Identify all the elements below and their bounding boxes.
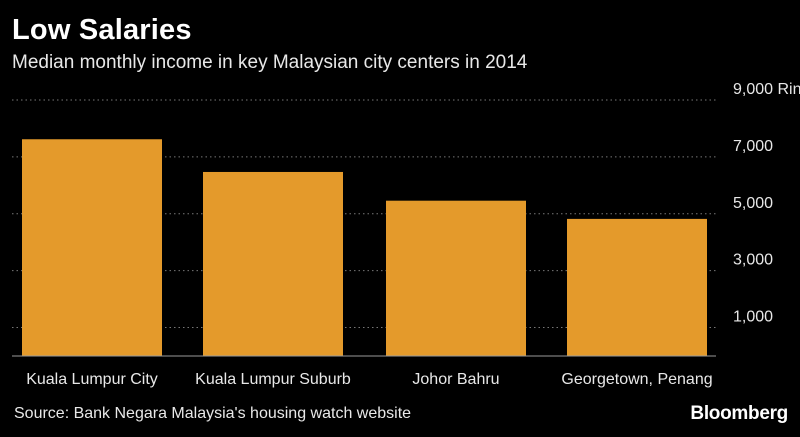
y-tick-label: 9,000 Ringgit (733, 81, 800, 98)
category-label: Johor Bahru (412, 371, 499, 388)
source-note: Source: Bank Negara Malaysia's housing w… (14, 405, 412, 422)
category-label: Kuala Lumpur Suburb (195, 371, 351, 388)
y-tick-label: 5,000 (733, 195, 773, 212)
x-axis-categories: Kuala Lumpur City Kuala Lumpur Suburb Joho… (26, 371, 712, 388)
y-axis-ticks: 1,000 3,000 5,000 7,000 9,000 Ringgit (733, 81, 800, 326)
y-tick-label: 3,000 (733, 252, 773, 269)
bloomberg-logo: Bloomberg (690, 403, 788, 424)
chart-subtitle: Median monthly income in key Malaysian c… (12, 52, 528, 73)
bar (386, 200, 526, 356)
bar (203, 171, 343, 356)
category-label: Kuala Lumpur City (26, 371, 158, 388)
bar (22, 139, 162, 356)
y-tick-label: 1,000 (733, 309, 773, 326)
chart-title: Low Salaries (12, 14, 192, 46)
bars (22, 139, 707, 356)
bar (567, 218, 707, 356)
category-label: Georgetown, Penang (561, 371, 712, 388)
y-tick-label: 7,000 (733, 138, 773, 155)
